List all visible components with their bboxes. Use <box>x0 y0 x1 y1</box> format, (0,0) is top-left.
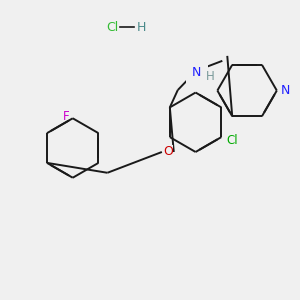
Text: Cl: Cl <box>226 134 238 147</box>
Text: H: H <box>137 21 146 34</box>
Text: N: N <box>281 84 290 97</box>
Text: O: O <box>163 146 173 158</box>
Text: F: F <box>63 110 70 123</box>
Text: Cl: Cl <box>106 21 118 34</box>
Text: N: N <box>192 66 201 79</box>
Text: H: H <box>206 70 215 83</box>
